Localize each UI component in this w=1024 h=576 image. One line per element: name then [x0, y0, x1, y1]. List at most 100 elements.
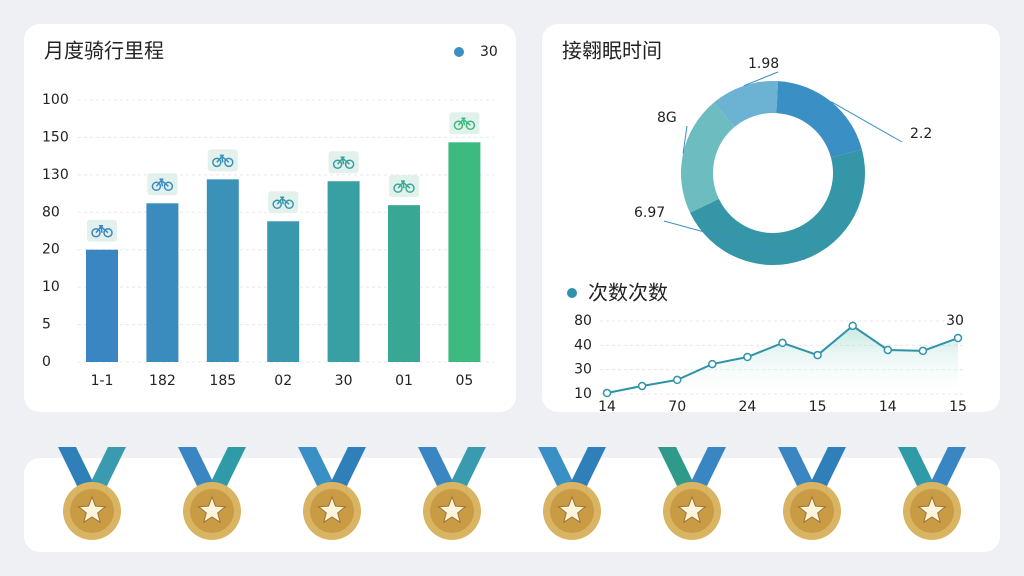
line-point: [918, 346, 928, 356]
medal: [58, 447, 126, 540]
donut-label: 2.2: [910, 126, 932, 142]
bar-legend: 30: [480, 44, 498, 60]
bar: [206, 179, 239, 362]
bike-badge: [389, 175, 419, 198]
x-tick-label: 02: [274, 373, 292, 389]
bike-badge: [328, 151, 359, 174]
frame: [155, 178, 169, 187]
leader-line: [830, 101, 903, 143]
bike-badge: [87, 219, 117, 242]
wheel: [393, 183, 403, 193]
wheel: [163, 181, 174, 192]
frame: [216, 154, 230, 163]
bar-title: 月度骑行里程: [44, 39, 164, 63]
legend-dot: [454, 47, 464, 57]
medal-star: [317, 495, 347, 524]
line-point: [813, 350, 822, 360]
medal-panel: [24, 458, 1000, 552]
medal-ribbon: [686, 447, 726, 492]
medal-ribbon: [778, 447, 818, 492]
legend-dot: [567, 288, 577, 298]
leader-line: [743, 71, 779, 87]
wheel: [405, 183, 415, 193]
frame: [95, 224, 109, 234]
x-tick-label: 182: [149, 373, 176, 389]
donut-label: 8G: [657, 110, 677, 126]
y-tick-label: 130: [42, 167, 69, 183]
bar: [146, 203, 179, 362]
medal: [298, 447, 366, 540]
bike-badge: [147, 173, 178, 196]
frame: [276, 196, 290, 205]
medal: [418, 447, 486, 540]
medal-star: [77, 495, 107, 524]
medal-ribbon: [806, 447, 846, 492]
donut-segment: [690, 149, 865, 265]
donut-segment: [713, 80, 779, 128]
line-point: [637, 381, 647, 391]
line-point: [953, 333, 963, 343]
wheel: [465, 120, 476, 131]
bike-badge: [268, 191, 299, 214]
medal-ribbon: [58, 447, 98, 492]
frame: [457, 117, 471, 126]
x-tick-label: 15: [809, 399, 827, 415]
medal: [658, 447, 726, 540]
bike-badge: [207, 149, 238, 172]
x-tick-label: 14: [879, 399, 897, 415]
line-point: [708, 359, 717, 369]
y-tick-label: 0: [42, 354, 51, 370]
end-label: 30: [946, 313, 964, 329]
line-point: [778, 338, 787, 348]
wheel: [344, 159, 355, 169]
medal-ribbon: [926, 447, 966, 492]
line-point: [883, 345, 893, 355]
y-tick-label: 40: [574, 337, 592, 353]
medal-star: [437, 495, 467, 524]
medal-ribbon: [566, 447, 606, 492]
y-tick-label: 20: [42, 242, 60, 258]
medal-ribbon: [86, 447, 126, 492]
medal-ribbon: [298, 447, 338, 492]
wheel: [272, 199, 282, 210]
medal-star: [917, 495, 947, 524]
donut-label: 6.97: [634, 205, 665, 221]
medal-ribbon: [326, 447, 366, 492]
wheel: [91, 227, 101, 238]
x-tick-label: 1-1: [91, 373, 114, 389]
bike-badge: [449, 112, 480, 135]
x-tick-label: 14: [598, 399, 616, 415]
medal-ribbon: [446, 447, 486, 492]
wheel: [224, 157, 234, 168]
medal-star: [797, 495, 827, 524]
medal-ribbon: [206, 447, 246, 492]
y-tick-label: 10: [574, 386, 592, 402]
bar: [86, 249, 118, 362]
line-legend: 次数次数: [588, 281, 668, 305]
medal: [538, 447, 606, 540]
time-panel: [542, 24, 1000, 412]
bar: [267, 221, 300, 362]
medal-ribbon: [178, 447, 218, 492]
y-tick-label: 80: [42, 204, 60, 220]
x-tick-label: 70: [668, 399, 686, 415]
x-tick-label: 15: [949, 399, 967, 415]
line-point: [672, 375, 682, 385]
wheel: [212, 157, 222, 168]
wheel: [151, 181, 162, 192]
wheel: [453, 120, 464, 131]
medal-ribbon: [418, 447, 458, 492]
bar: [388, 205, 420, 362]
medal: [178, 447, 246, 540]
donut-label: 1.98: [748, 56, 779, 72]
y-tick-label: 80: [574, 313, 592, 329]
frame: [397, 180, 411, 189]
line-point: [848, 321, 857, 331]
y-tick-label: 5: [42, 317, 51, 333]
y-tick-label: 10: [42, 279, 60, 295]
medal-star: [197, 495, 227, 524]
wheel: [332, 159, 343, 169]
x-tick-label: 24: [738, 399, 756, 415]
